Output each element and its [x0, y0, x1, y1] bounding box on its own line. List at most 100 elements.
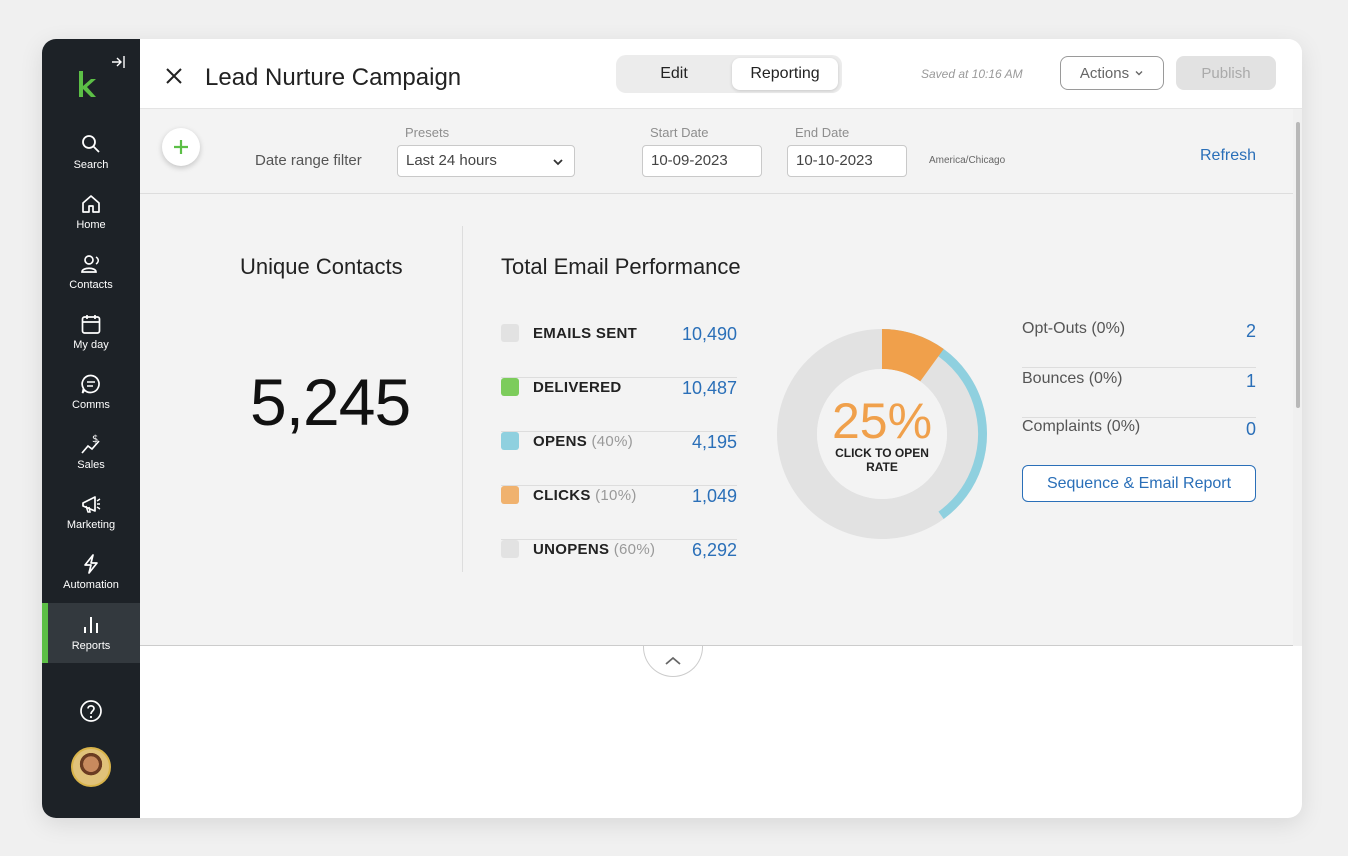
publish-button[interactable]: Publish	[1176, 56, 1276, 90]
calendar-icon	[81, 315, 101, 334]
stat-bounces: Bounces (0%) 1	[1022, 370, 1256, 418]
sidebar-item-label: Reports	[71, 640, 111, 652]
metric-value[interactable]: 10,487	[681, 378, 737, 398]
metric-unopens: UNOPENS (60%) 6,292	[501, 540, 737, 594]
metric-clicks: CLICKS (10%) 1,049	[501, 486, 737, 540]
metric-value[interactable]: 6,292	[691, 540, 737, 560]
sidebar-item-label: Marketing	[66, 519, 116, 531]
end-date-input[interactable]: 10-10-2023	[787, 145, 907, 177]
sequence-email-report-button[interactable]: Sequence & Email Report	[1022, 465, 1256, 502]
close-icon[interactable]	[164, 66, 184, 86]
sales-icon: $	[81, 434, 100, 454]
unique-contacts-title: Unique Contacts	[240, 254, 403, 279]
presets-select[interactable]: Last 24 hours	[397, 145, 575, 177]
sidebar-item-label: Contacts	[69, 279, 113, 291]
sidebar-item-marketing[interactable]: Marketing	[42, 483, 140, 541]
metric-value[interactable]: 4,195	[691, 432, 737, 452]
tab-reporting[interactable]: Reporting	[732, 58, 838, 90]
sidebar-item-automation[interactable]: Automation	[42, 543, 140, 601]
metric-label: OPENS (40%)	[533, 433, 633, 450]
sidebar-item-search[interactable]: Search	[42, 123, 140, 181]
stat-opt-outs: Opt-Outs (0%) 2	[1022, 320, 1256, 368]
unique-contacts-value: 5,245	[250, 365, 411, 439]
metric-value[interactable]: 1,049	[691, 486, 737, 506]
keap-logo-icon[interactable]	[76, 69, 98, 99]
stat-complaints: Complaints (0%) 0	[1022, 418, 1256, 466]
legend-swatch	[501, 378, 519, 396]
metric-label: DELIVERED	[533, 379, 622, 396]
legend-swatch	[501, 432, 519, 450]
mode-toggle: Edit Reporting	[616, 55, 842, 93]
contacts-icon	[81, 255, 99, 273]
actions-button[interactable]: Actions	[1060, 56, 1164, 90]
stat-value[interactable]: 2	[1245, 321, 1256, 341]
chevron-down-icon	[1135, 71, 1143, 76]
metric-delivered: DELIVERED 10,487	[501, 378, 737, 432]
performance-donut[interactable]	[772, 324, 992, 544]
metric-percent: (60%)	[613, 541, 656, 558]
app-window: Search Home Contacts My day Comms $ Sale…	[42, 39, 1302, 818]
metric-emails-sent: EMAILS SENT 10,490	[501, 324, 737, 378]
expand-sidebar-icon[interactable]	[110, 55, 126, 69]
sidebar: Search Home Contacts My day Comms $ Sale…	[42, 39, 140, 818]
plus-icon	[174, 140, 188, 154]
chevron-down-icon	[553, 159, 563, 166]
date-filter-bar: Date range filter Presets Last 24 hours …	[140, 109, 1302, 194]
sidebar-item-label: Comms	[72, 399, 110, 411]
sidebar-item-label: Home	[76, 219, 106, 231]
metric-label: EMAILS SENT	[533, 325, 637, 342]
metric-label: CLICKS (10%)	[533, 487, 637, 504]
metric-percent: (40%)	[591, 433, 633, 450]
page-title: Lead Nurture Campaign	[205, 64, 462, 91]
tab-edit[interactable]: Edit	[660, 65, 688, 82]
legend-swatch	[501, 324, 519, 342]
stat-label: Complaints (0%)	[1022, 418, 1141, 435]
sidebar-item-home[interactable]: Home	[42, 183, 140, 241]
sidebar-item-comms[interactable]: Comms	[42, 363, 140, 421]
stat-value[interactable]: 1	[1245, 371, 1256, 391]
chat-icon	[81, 374, 100, 394]
email-performance-title: Total Email Performance	[501, 254, 741, 279]
add-button[interactable]	[162, 128, 200, 166]
metric-opens: OPENS (40%) 4,195	[501, 432, 737, 486]
start-date-label: Start Date	[650, 125, 709, 140]
start-date-input[interactable]: 10-09-2023	[642, 145, 762, 177]
timezone-label: America/Chicago	[929, 155, 1006, 166]
svg-text:$: $	[92, 434, 98, 445]
collapse-panel-button[interactable]	[643, 646, 703, 677]
metric-label-text: CLICKS	[533, 487, 591, 504]
saved-status: Saved at 10:16 AM	[921, 67, 1023, 81]
legend-swatch	[501, 540, 519, 558]
stat-label: Bounces (0%)	[1022, 370, 1123, 387]
report-panel: Unique Contacts 5,245 Total Email Perfor…	[140, 194, 1293, 646]
metric-percent: (10%)	[595, 487, 637, 504]
sidebar-item-label: My day	[73, 339, 109, 351]
stat-label: Opt-Outs (0%)	[1022, 320, 1126, 337]
bar-chart-icon	[84, 617, 98, 633]
divider	[462, 226, 463, 572]
end-date-label: End Date	[795, 125, 850, 140]
help-icon[interactable]	[79, 699, 103, 723]
refresh-link[interactable]: Refresh	[1200, 147, 1257, 164]
metric-label-text: DELIVERED	[533, 379, 622, 396]
sidebar-item-label: Sales	[77, 459, 105, 471]
sidebar-item-label: Automation	[63, 579, 119, 591]
scrollbar-thumb[interactable]	[1296, 122, 1300, 408]
avatar[interactable]	[71, 747, 111, 787]
sidebar-item-sales[interactable]: $ Sales	[42, 423, 140, 481]
metric-label-text: OPENS	[533, 433, 588, 450]
presets-value: Last 24 hours	[406, 152, 497, 169]
presets-label: Presets	[405, 125, 450, 140]
click-to-open-rate-value: 25%	[831, 393, 933, 449]
sidebar-item-my-day[interactable]: My day	[42, 303, 140, 361]
search-icon	[82, 135, 100, 153]
stat-value[interactable]: 0	[1245, 419, 1256, 439]
sidebar-item-contacts[interactable]: Contacts	[42, 243, 140, 301]
home-icon	[82, 195, 100, 213]
metric-label-text: EMAILS SENT	[533, 325, 638, 342]
sidebar-item-reports[interactable]: Reports	[42, 603, 140, 663]
metric-label-text: UNOPENS	[533, 541, 610, 558]
header-bar: Lead Nurture Campaign Edit Reporting Sav…	[140, 39, 1302, 109]
donut-center	[817, 369, 947, 499]
metric-value[interactable]: 10,490	[681, 324, 737, 344]
